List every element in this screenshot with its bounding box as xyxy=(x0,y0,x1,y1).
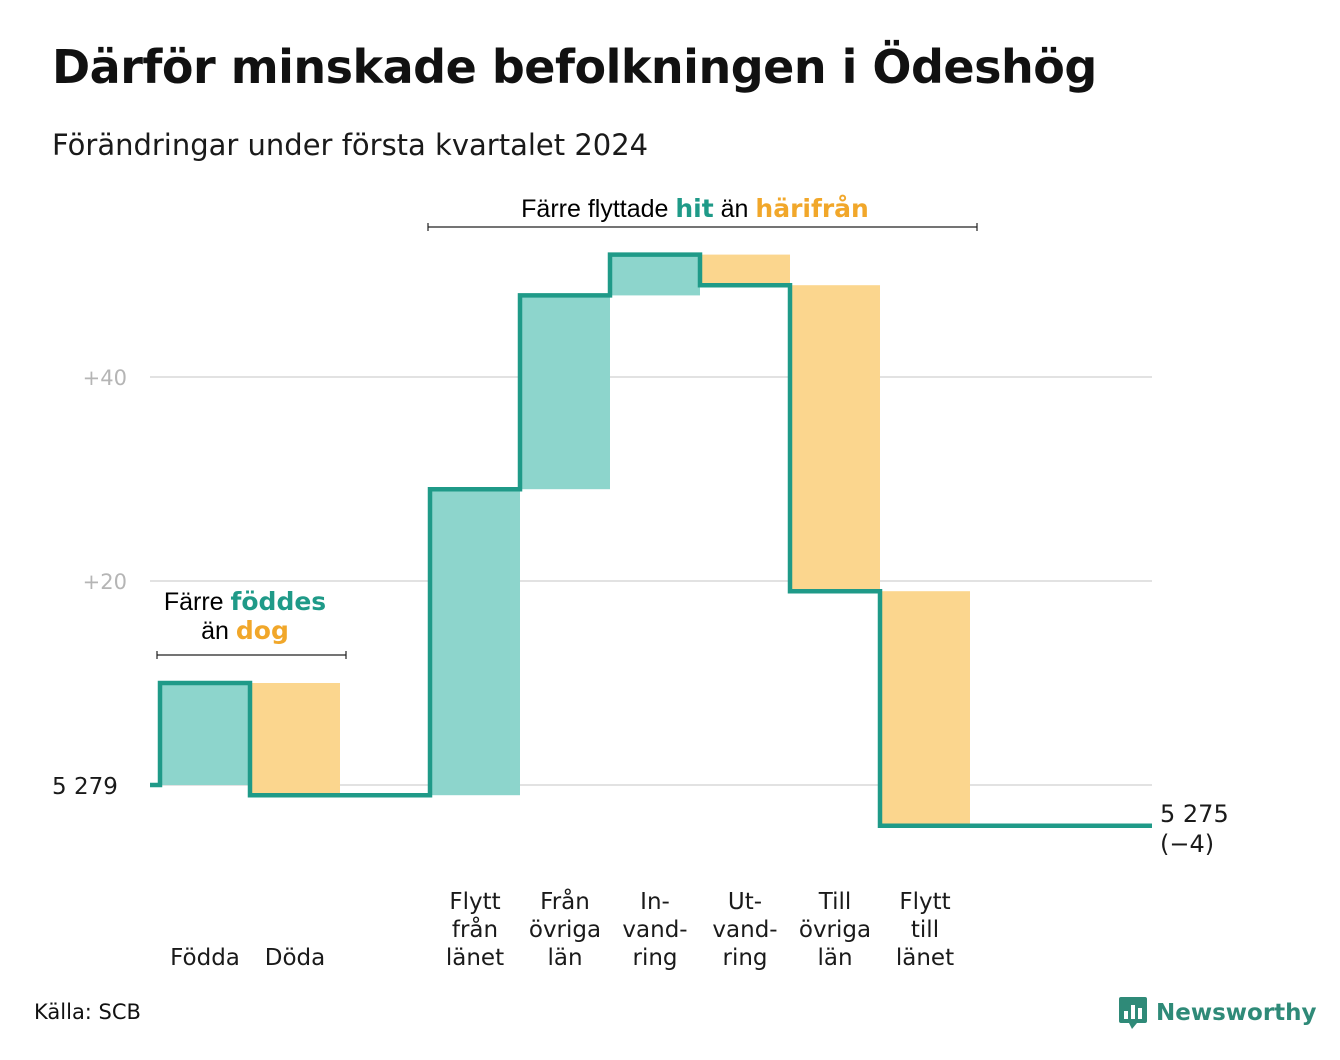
x-label-moved-within-county: från xyxy=(452,915,498,943)
line-layer xyxy=(150,252,1152,829)
x-label-immigration: In- xyxy=(640,889,670,915)
annotation-moved-in-vs-out: Färre flyttade hit än härifrån xyxy=(427,194,978,231)
annotation-segment: härifrån xyxy=(755,194,868,223)
start-value-label: 5 279 xyxy=(52,774,118,800)
annotation-segment: föddes xyxy=(231,587,327,616)
brand-logo[interactable]: Newsworthy xyxy=(1118,993,1317,1033)
annotation-segment: dog xyxy=(236,616,289,645)
x-label-moved-to-county: till xyxy=(911,917,939,943)
x-label-births: Födda xyxy=(170,945,240,971)
x-label-to-other-counties: län xyxy=(817,945,852,971)
bar-births xyxy=(160,683,250,785)
annotation-segment: Färre flyttade xyxy=(521,195,675,223)
y-tick-label: +20 xyxy=(83,570,127,594)
annotation-line: Färre föddes xyxy=(164,587,326,616)
x-label-moved-within-county: länet xyxy=(446,945,504,971)
annotation-line: än dog xyxy=(201,616,289,645)
end-change-label: (−4) xyxy=(1160,830,1214,858)
annotation-segment: Färre xyxy=(164,588,231,616)
bar-moved-to-county xyxy=(880,591,970,826)
bar-layer xyxy=(160,254,970,826)
x-label-moved-to-county: länet xyxy=(896,945,954,971)
page-subtitle: Förändringar under första kvartalet 2024 xyxy=(52,128,649,162)
bar-deaths xyxy=(250,683,340,796)
x-label-from-other-counties: län xyxy=(547,945,582,971)
x-label-moved-within-county: Flytt xyxy=(449,889,500,915)
end-value-label: 5 275 xyxy=(1160,800,1229,828)
x-label-from-other-counties: Från xyxy=(540,887,590,915)
x-label-emigration: vand- xyxy=(712,917,777,943)
bar-immigration xyxy=(610,254,700,296)
bar-chart-speech-bubble-icon xyxy=(1119,997,1147,1029)
x-label-moved-to-county: Flytt xyxy=(899,889,950,915)
bar-moved-within-county xyxy=(430,489,520,796)
x-label-immigration: ring xyxy=(632,945,677,971)
x-label-to-other-counties: övriga xyxy=(799,917,871,943)
x-label-deaths: Döda xyxy=(265,945,325,971)
bar-from-other-counties xyxy=(520,295,610,490)
x-label-emigration: Ut- xyxy=(728,889,762,915)
source-note: Källa: SCB xyxy=(34,1000,141,1024)
annotation-segment: än xyxy=(201,617,236,645)
cumulative-step-line xyxy=(150,252,1152,829)
brand-name: Newsworthy xyxy=(1156,1000,1317,1026)
page-title: Därför minskade befolkningen i Ödeshög xyxy=(52,40,1097,94)
bar-emigration xyxy=(700,254,790,286)
x-label-to-other-counties: Till xyxy=(818,889,852,915)
x-label-immigration: vand- xyxy=(622,917,687,943)
annotation-segment: hit xyxy=(675,194,713,223)
bar-to-other-counties xyxy=(790,285,880,592)
x-label-from-other-counties: övriga xyxy=(529,917,601,943)
x-label-emigration: ring xyxy=(722,945,767,971)
annotation-line: Färre flyttade hit än härifrån xyxy=(521,194,869,223)
y-tick-label: +40 xyxy=(83,366,127,390)
annotation-segment: än xyxy=(714,195,756,223)
